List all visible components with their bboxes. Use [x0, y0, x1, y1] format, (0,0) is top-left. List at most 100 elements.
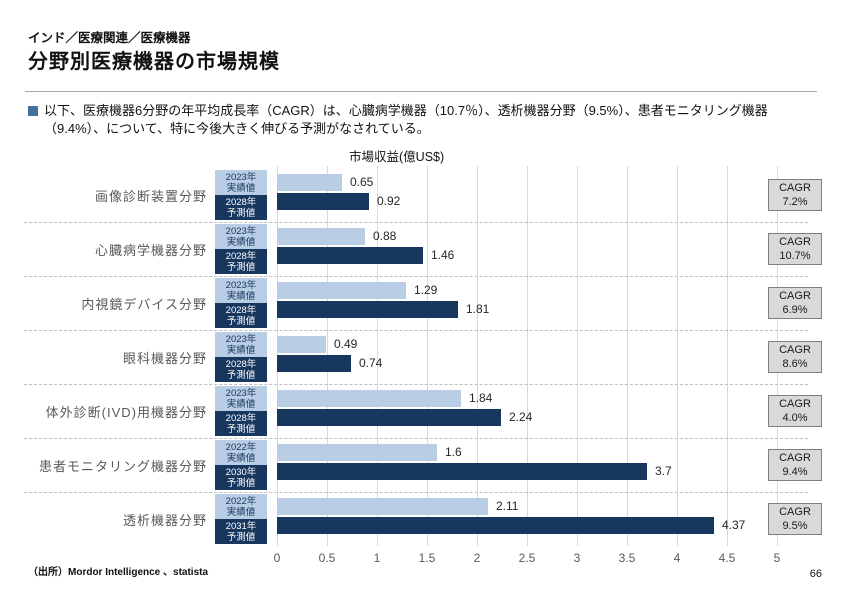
forecast-year-label: 2028年 予測値 [215, 249, 267, 274]
actual-bar [277, 336, 326, 353]
forecast-bar [277, 301, 458, 318]
cagr-value: 10.7% [779, 250, 811, 262]
cagr-badge: CAGR 9.4% [768, 449, 822, 481]
gridline [427, 166, 428, 546]
cagr-label: CAGR [779, 290, 811, 302]
forecast-year-label: 2028年 予測値 [215, 303, 267, 328]
actual-value: 0.88 [373, 229, 397, 243]
actual-bar [277, 498, 488, 515]
actual-year-label: 2023年 実績値 [215, 332, 267, 357]
summary-line-1: 以下、医療機器6分野の年平均成長率（CAGR）は、心臓病学機器（10.7％）、透… [44, 103, 768, 118]
row-separator [24, 330, 808, 331]
forecast-bar [277, 193, 369, 210]
chart-row: 内視鏡デバイス分野 2023年 実績値 2028年 予測値 1.29 1.81 … [0, 276, 842, 331]
row-separator [24, 384, 808, 385]
forecast-bar [277, 517, 714, 534]
cagr-label: CAGR [779, 236, 811, 248]
x-tick-label: 1.5 [418, 551, 436, 565]
actual-bar [277, 174, 342, 191]
row-separator [24, 276, 808, 277]
category-label: 患者モニタリング機器分野 [38, 458, 207, 474]
chart-row: 患者モニタリング機器分野 2022年 実績値 2030年 予測値 1.6 3.7… [0, 438, 842, 493]
x-tick-label: 0 [273, 551, 281, 565]
forecast-value: 0.74 [359, 356, 383, 370]
chart-rows: 画像診断装置分野 2023年 実績値 2028年 予測値 0.65 0.92 C… [0, 168, 842, 546]
gridline [677, 166, 678, 546]
year-label-box: 2023年 実績値 2028年 予測値 [215, 386, 267, 436]
actual-year-label: 2023年 実績値 [215, 224, 267, 249]
chart-row: 眼科機器分野 2023年 実績値 2028年 予測値 0.49 0.74 CAG… [0, 330, 842, 385]
gridline [477, 166, 478, 546]
forecast-year-label: 2031年 予測値 [215, 519, 267, 544]
cagr-badge: CAGR 6.9% [768, 287, 822, 319]
page-title: 分野別医療機器の市場規模 [28, 51, 280, 73]
cagr-value: 4.0% [782, 412, 808, 424]
forecast-year-label: 2028年 予測値 [215, 195, 267, 220]
gridline [727, 166, 728, 546]
year-label-box: 2023年 実績値 2028年 予測値 [215, 224, 267, 274]
actual-value: 2.11 [496, 499, 519, 513]
forecast-bar [277, 247, 423, 264]
summary-line-2: （9.4%）、について、特に今後大きく伸びる予測がなされている。 [44, 121, 430, 136]
forecast-bar [277, 355, 351, 372]
x-tick-label: 1 [373, 551, 381, 565]
cagr-value: 8.6% [782, 358, 808, 370]
actual-value: 0.49 [334, 337, 358, 351]
forecast-value: 4.37 [722, 518, 746, 532]
forecast-year-label: 2030年 予測値 [215, 465, 267, 490]
summary-text: 以下、医療機器6分野の年平均成長率（CAGR）は、心臓病学機器（10.7％）、透… [44, 102, 768, 138]
year-label-box: 2023年 実績値 2028年 予測値 [215, 332, 267, 382]
x-axis: 0 0.5 1 1.5 2 2.5 3 3.5 4 4.5 5 [274, 551, 781, 567]
forecast-value: 2.24 [509, 410, 533, 424]
actual-value: 1.84 [469, 391, 493, 405]
actual-year-label: 2023年 実績値 [215, 386, 267, 411]
cagr-label: CAGR [779, 182, 811, 194]
forecast-value: 1.81 [466, 302, 490, 316]
x-tick-label: 3 [573, 551, 581, 565]
actual-year-label: 2022年 実績値 [215, 494, 267, 519]
x-tick-label: 0.5 [318, 551, 336, 565]
year-label-box: 2022年 実績値 2031年 予測値 [215, 494, 267, 544]
breadcrumb: インド／医療関連／医療機器 [28, 31, 191, 45]
forecast-value: 1.46 [431, 248, 455, 262]
chart-row: 透析機器分野 2022年 実績値 2031年 予測値 2.11 4.37 CAG… [0, 492, 842, 546]
forecast-value: 0.92 [377, 194, 401, 208]
cagr-badge: CAGR 7.2% [768, 179, 822, 211]
category-label: 内視鏡デバイス分野 [81, 296, 207, 312]
year-label-box: 2023年 実績値 2028年 予測値 [215, 278, 267, 328]
year-label-box: 2023年 実績値 2028年 予測値 [215, 170, 267, 220]
row-separator [24, 438, 808, 439]
x-tick-label: 4.5 [718, 551, 736, 565]
cagr-label: CAGR [779, 398, 811, 410]
cagr-badge: CAGR 10.7% [768, 233, 822, 265]
actual-value: 1.6 [445, 445, 462, 459]
actual-value: 0.65 [350, 175, 374, 189]
page-number: 66 [809, 568, 822, 580]
cagr-value: 7.2% [782, 196, 808, 208]
x-tick-label: 4 [673, 551, 681, 565]
cagr-label: CAGR [779, 506, 811, 518]
actual-bar [277, 282, 406, 299]
gridline [527, 166, 528, 546]
summary-paragraph: 以下、医療機器6分野の年平均成長率（CAGR）は、心臓病学機器（10.7％）、透… [28, 102, 822, 138]
source-note: （出所）Mordor Intelligence 、statista [28, 567, 209, 578]
cagr-badge: CAGR 8.6% [768, 341, 822, 373]
gridline [377, 166, 378, 546]
forecast-year-label: 2028年 予測値 [215, 357, 267, 382]
forecast-bar [277, 463, 647, 480]
category-label: 心臓病学機器分野 [94, 242, 207, 258]
actual-value: 1.29 [414, 283, 438, 297]
cagr-value: 9.5% [782, 520, 808, 532]
x-tick-label: 3.5 [618, 551, 636, 565]
actual-year-label: 2023年 実績値 [215, 278, 267, 303]
actual-year-label: 2022年 実績値 [215, 440, 267, 465]
category-label: 透析機器分野 [122, 512, 207, 528]
gridline [577, 166, 578, 546]
cagr-badge: CAGR 9.5% [768, 503, 822, 535]
chart-row: 心臓病学機器分野 2023年 実績値 2028年 予測値 0.88 1.46 C… [0, 222, 842, 277]
actual-bar [277, 390, 461, 407]
forecast-value: 3.7 [655, 464, 672, 478]
cagr-value: 9.4% [782, 466, 808, 478]
cagr-label: CAGR [779, 452, 811, 464]
